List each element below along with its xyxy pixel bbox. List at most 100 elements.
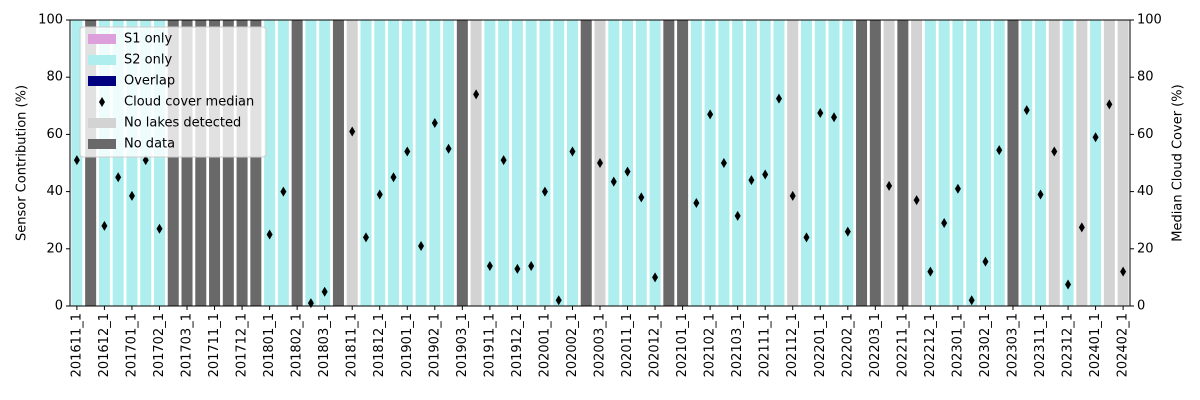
bar-segment bbox=[470, 20, 482, 306]
cloud-marker bbox=[610, 176, 617, 187]
bar-segment bbox=[814, 20, 826, 306]
x-tick-label: 201903_1 bbox=[455, 313, 470, 377]
cloud-marker bbox=[1051, 146, 1058, 157]
bar-segment bbox=[181, 20, 193, 306]
bar-segment bbox=[388, 20, 400, 306]
cloud-marker bbox=[115, 172, 122, 183]
x-tick-label: 202103_1 bbox=[730, 313, 745, 377]
bar-segment bbox=[649, 20, 661, 306]
bar-segment bbox=[346, 20, 358, 306]
y2-tick-label: 20 bbox=[1137, 241, 1154, 256]
x-tick-label: 202212_1 bbox=[923, 313, 938, 377]
legend-label: Cloud cover median bbox=[124, 95, 254, 110]
cloud-marker bbox=[128, 190, 135, 201]
x-tick-label: 202211_1 bbox=[895, 313, 910, 377]
bar-segment bbox=[800, 20, 812, 306]
x-tick-label: 202003_1 bbox=[593, 313, 608, 377]
cloud-marker bbox=[514, 263, 521, 274]
x-tick-label: 201912_1 bbox=[510, 313, 525, 377]
x-tick-label: 202202_1 bbox=[840, 313, 855, 377]
bar-segment bbox=[883, 20, 895, 306]
cloud-marker bbox=[844, 226, 851, 237]
cloud-marker bbox=[431, 117, 438, 128]
x-tick-label: 202102_1 bbox=[703, 313, 718, 377]
bar-segment bbox=[539, 20, 551, 306]
x-tick-label: 202302_1 bbox=[978, 313, 993, 377]
bar-segment bbox=[856, 20, 868, 306]
x-tick-label: 201612_1 bbox=[97, 313, 112, 377]
legend-label: Overlap bbox=[124, 74, 175, 89]
legend: S1 only S2 only Overlap Cloud cover median N… bbox=[79, 26, 267, 158]
x-tick-label: 202002_1 bbox=[565, 313, 580, 377]
bar-segment bbox=[993, 20, 1005, 306]
bar-segment bbox=[842, 20, 854, 306]
y2-tick-label: 40 bbox=[1137, 184, 1154, 199]
cloud-marker bbox=[1092, 132, 1099, 143]
bar-segment bbox=[167, 20, 179, 306]
cloud-marker bbox=[404, 146, 411, 157]
y-tick-label: 0 bbox=[55, 299, 63, 314]
markers bbox=[73, 89, 1127, 309]
y-axis-label: Sensor Contribution (%) bbox=[15, 85, 30, 241]
bar-segment bbox=[195, 20, 207, 306]
cloud-marker bbox=[982, 256, 989, 267]
bar-segment bbox=[580, 20, 592, 306]
legend-swatch bbox=[88, 118, 116, 128]
cloud-marker bbox=[73, 155, 80, 166]
x-tick-label: 201911_1 bbox=[482, 313, 497, 377]
x-tick-label: 201902_1 bbox=[427, 313, 442, 377]
bar-segment bbox=[553, 20, 565, 306]
y2-tick-label: 0 bbox=[1137, 299, 1145, 314]
bar-segment bbox=[222, 20, 234, 306]
bar-segment bbox=[332, 20, 344, 306]
cloud-marker bbox=[720, 158, 727, 168]
cloud-marker bbox=[775, 93, 782, 104]
bar-segment bbox=[566, 20, 578, 306]
cloud-marker bbox=[652, 272, 659, 283]
legend-marker bbox=[99, 97, 105, 107]
bar-segment bbox=[98, 20, 110, 306]
bar-segment bbox=[264, 20, 276, 306]
bar-segment bbox=[126, 20, 138, 306]
y-tick-label: 20 bbox=[46, 241, 63, 256]
y2-tick-label: 100 bbox=[1137, 13, 1162, 28]
bar-segment bbox=[1117, 20, 1129, 306]
bar-segment bbox=[828, 20, 840, 306]
x-tick-label: 202201_1 bbox=[813, 313, 828, 377]
cloud-marker bbox=[349, 126, 356, 137]
bar-segment bbox=[1090, 20, 1102, 306]
bar-segment bbox=[236, 20, 248, 306]
cloud-marker bbox=[789, 190, 796, 201]
bar-segment bbox=[443, 20, 455, 306]
bar-segment bbox=[938, 20, 950, 306]
cloud-marker bbox=[748, 175, 755, 186]
cloud-marker bbox=[693, 198, 700, 209]
bar-segment bbox=[952, 20, 964, 306]
bar-segment bbox=[250, 20, 262, 306]
x-tick-label: 201801_1 bbox=[262, 313, 277, 377]
cloud-marker bbox=[817, 107, 824, 118]
x-tick-label: 201701_1 bbox=[124, 313, 139, 377]
cloud-marker bbox=[445, 143, 452, 154]
bar-segment bbox=[608, 20, 620, 306]
bar-segment bbox=[869, 20, 881, 306]
bar-segment bbox=[1007, 20, 1019, 306]
bar-segment bbox=[966, 20, 978, 306]
bar-segment bbox=[622, 20, 634, 306]
cloud-marker bbox=[156, 223, 163, 234]
bar-segment bbox=[484, 20, 496, 306]
cloud-marker bbox=[886, 180, 893, 191]
bar-segment bbox=[374, 20, 386, 306]
cloud-marker bbox=[541, 186, 548, 197]
cloud-marker bbox=[913, 195, 920, 206]
bar-segment bbox=[112, 20, 124, 306]
cloud-marker bbox=[597, 158, 603, 168]
x-tick-label: 202012_1 bbox=[648, 313, 663, 377]
bar-segment bbox=[1103, 20, 1115, 306]
x-tick-label: 202303_1 bbox=[1005, 313, 1020, 377]
y-tick-label: 40 bbox=[46, 184, 63, 199]
cloud-marker bbox=[707, 109, 714, 120]
cloud-marker bbox=[1023, 105, 1030, 116]
cloud-marker bbox=[266, 229, 273, 240]
